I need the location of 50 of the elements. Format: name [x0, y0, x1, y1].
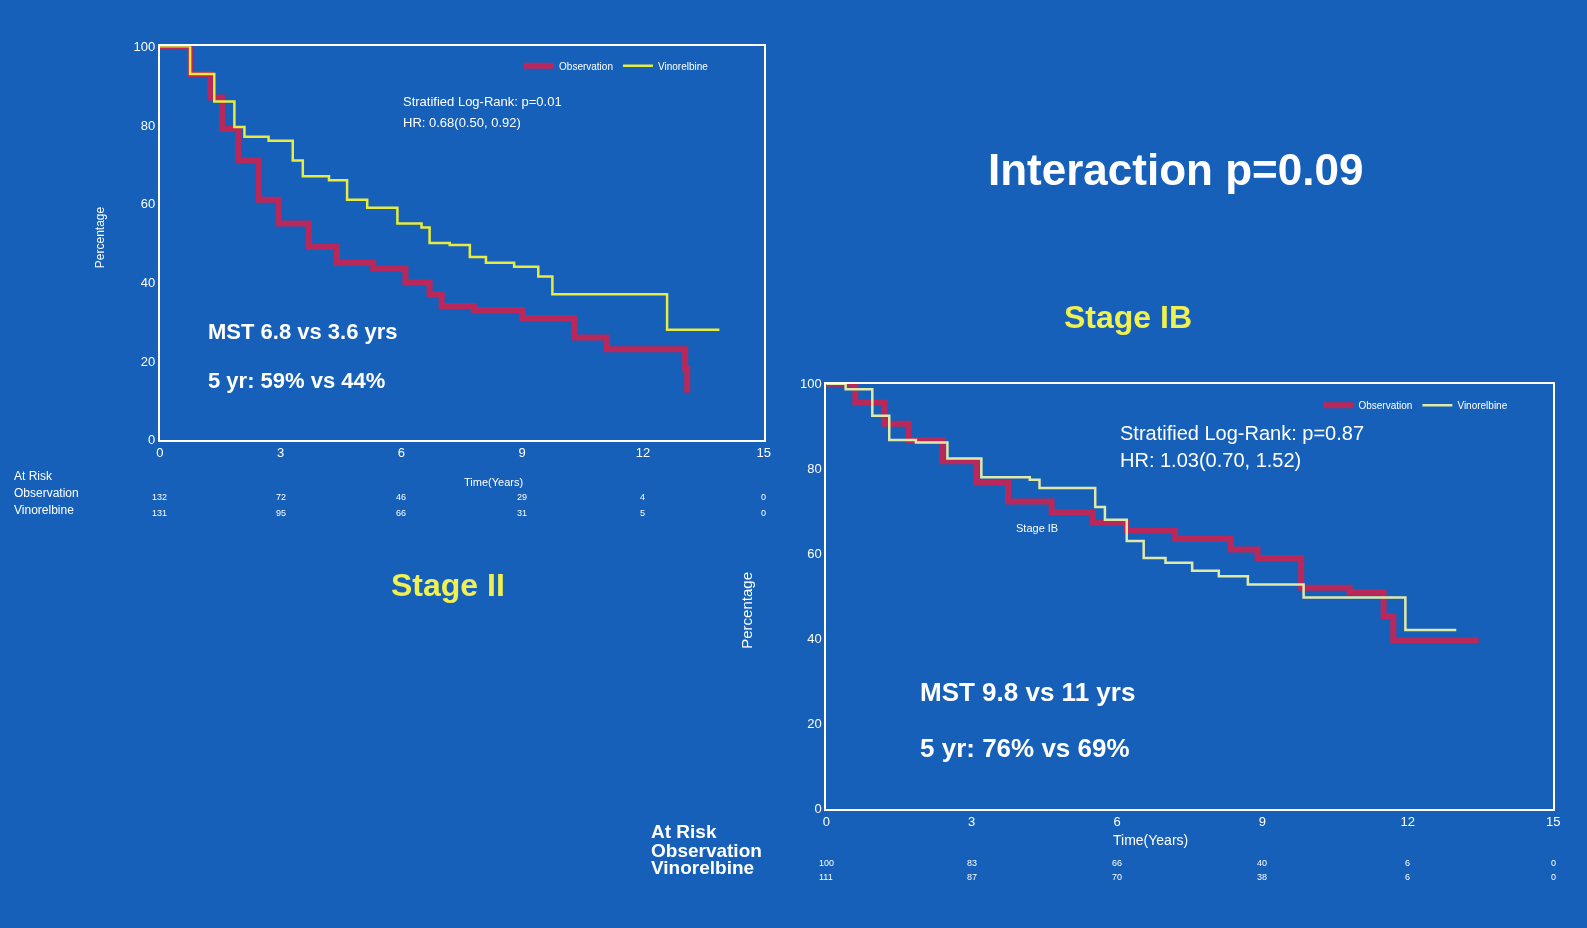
y-tick-label: 0 — [814, 801, 822, 817]
y-axis-title: Percentage — [737, 572, 755, 649]
chart-title: Stage IB — [1064, 299, 1193, 335]
x-tick-label: 15 — [756, 445, 771, 461]
text: 132 72 46 29 4 0 — [152, 492, 767, 502]
annotation: MST 6.8 vs 3.6 yrs — [208, 319, 398, 344]
text: 131 95 66 31 5 0 — [152, 508, 767, 518]
text: At Risk — [651, 821, 717, 842]
annotation: 5 yr: 59% vs 44% — [208, 368, 386, 393]
legend-label: Vinorelbine — [1457, 400, 1508, 412]
annotation: 5 yr: 76% vs 69% — [920, 733, 1130, 763]
x-tick-label: 12 — [1400, 814, 1416, 830]
legend-label: Vinorelbine — [657, 60, 709, 72]
annotation: HR: 1.03(0.70, 1.52) — [1120, 449, 1302, 471]
annotation: Stage IB — [1016, 522, 1059, 534]
y-tick-label: 100 — [133, 38, 156, 54]
y-tick-label: 0 — [148, 432, 156, 448]
y-tick-label: 60 — [807, 546, 822, 562]
text: 111 87 70 38 6 0 — [819, 872, 1557, 882]
x-axis-title: Time(Years) — [1113, 832, 1189, 848]
text: Interaction p=0.09 — [988, 145, 1364, 194]
text: Observation — [14, 486, 79, 500]
y-tick-label: 100 — [799, 376, 822, 392]
legend-label: Observation — [1358, 400, 1413, 412]
y-tick-label: 20 — [140, 353, 156, 369]
x-tick-label: 15 — [1545, 814, 1561, 830]
annotation: Stratified Log-Rank: p=0.01 — [403, 94, 562, 109]
y-axis-title: Percentage — [92, 206, 107, 269]
x-tick-label: 12 — [635, 445, 651, 461]
y-tick-label: 40 — [140, 275, 156, 291]
annotation: Stratified Log-Rank: p=0.87 — [1120, 422, 1365, 444]
x-axis-title: Time(Years) — [464, 476, 524, 488]
text: Stage II — [391, 567, 505, 603]
y-tick-label: 80 — [807, 461, 822, 477]
text: 100 83 66 40 6 0 — [819, 858, 1557, 868]
x-tick-label: 3 — [968, 814, 976, 830]
text: Vinorelbine — [14, 503, 75, 517]
annotation: MST 9.8 vs 11 yrs — [920, 677, 1136, 707]
y-tick-label: 20 — [807, 716, 822, 732]
x-tick-label: 6 — [397, 445, 406, 461]
legend-label: Observation — [559, 60, 613, 72]
x-tick-label: 3 — [277, 445, 285, 461]
x-tick-label: 9 — [1258, 814, 1267, 830]
y-tick-label: 40 — [807, 631, 822, 647]
annotation: HR: 0.68(0.50, 0.92) — [403, 115, 521, 130]
y-tick-label: 60 — [140, 196, 156, 212]
x-tick-label: 9 — [518, 445, 526, 461]
text: At Risk — [14, 469, 53, 483]
y-tick-label: 80 — [140, 117, 156, 133]
x-tick-label: 6 — [1113, 814, 1121, 830]
